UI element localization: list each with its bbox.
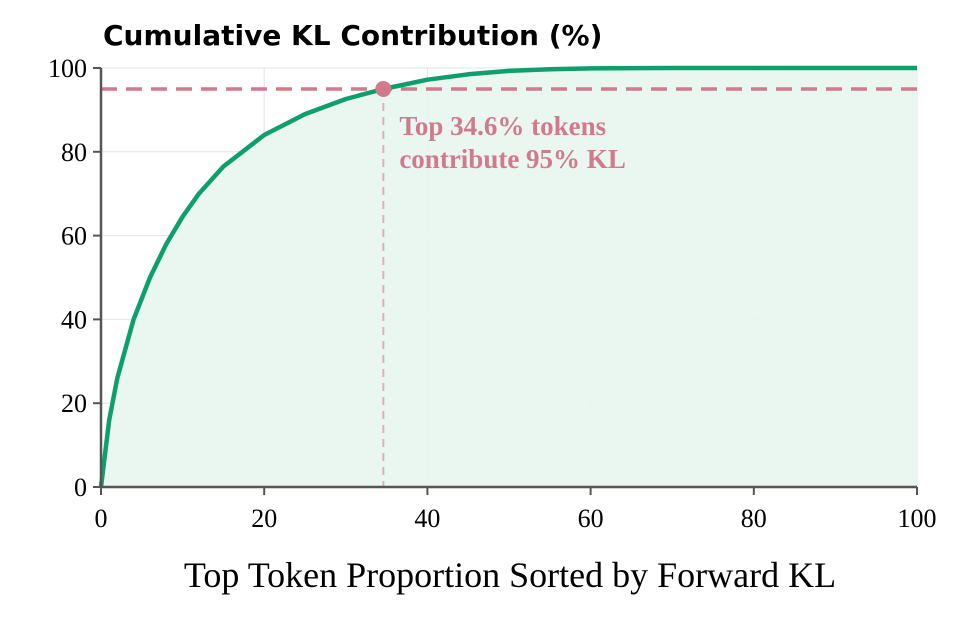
annotation-line-1: Top 34.6% tokens xyxy=(399,111,606,141)
x-axis-label: Top Token Proportion Sorted by Forward K… xyxy=(184,555,836,595)
x-tick-label: 20 xyxy=(251,504,277,533)
threshold-marker xyxy=(375,80,392,97)
x-tick-label: 40 xyxy=(414,504,440,533)
x-tick-label: 80 xyxy=(741,504,767,533)
y-ticks: 0 20 40 60 80 100 xyxy=(48,54,101,502)
x-tick-label: 100 xyxy=(898,504,937,533)
y-tick-label: 0 xyxy=(74,473,87,502)
annotation-line-2: contribute 95% KL xyxy=(399,144,626,174)
cumulative-curve xyxy=(98,65,917,488)
x-tick-label: 0 xyxy=(95,504,108,533)
y-tick-label: 40 xyxy=(61,305,87,334)
y-tick-label: 20 xyxy=(61,389,87,418)
x-ticks: 0 20 40 60 80 100 xyxy=(95,487,937,533)
area-fill xyxy=(101,68,917,487)
y-tick-label: 60 xyxy=(61,222,87,251)
x-tick-label: 60 xyxy=(578,504,604,533)
y-tick-label: 80 xyxy=(61,138,87,167)
chart-title: Cumulative KL Contribution (%) xyxy=(103,19,602,52)
axes xyxy=(99,68,917,489)
y-tick-label: 100 xyxy=(48,54,87,83)
